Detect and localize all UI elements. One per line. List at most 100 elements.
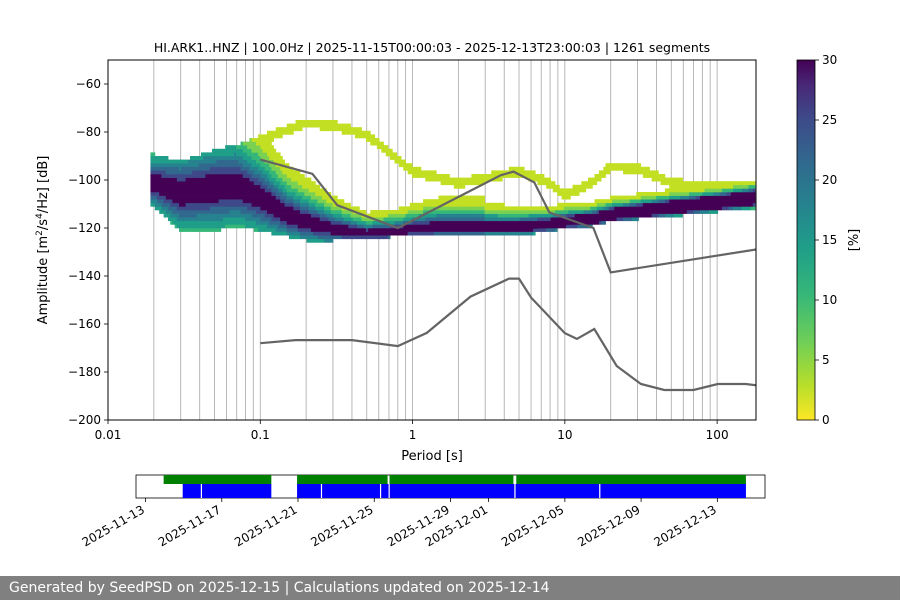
heatmap-cell (165, 192, 169, 196)
heatmap-cell (471, 210, 475, 214)
heatmap-cell (473, 199, 477, 204)
heatmap-cell (179, 184, 182, 189)
heatmap-cell (187, 213, 191, 218)
heatmap-cell (414, 220, 417, 225)
heatmap-cell (451, 217, 455, 222)
heatmap-cell (264, 181, 268, 186)
heatmap-cell (458, 220, 461, 225)
heatmap-cell (671, 181, 675, 186)
heatmap-cell (436, 231, 439, 236)
heatmap-cell (350, 224, 354, 229)
heatmap-cell (627, 206, 631, 211)
heatmap-cell (475, 174, 479, 178)
heatmap-cell (282, 184, 285, 189)
heatmap-cell (192, 170, 195, 175)
heatmap-cell (284, 202, 288, 207)
heatmap-cell (293, 170, 296, 175)
heatmap-cell (546, 213, 549, 218)
heatmap-cell (579, 210, 582, 214)
heatmap-cell (282, 195, 285, 200)
heatmap-cell (695, 188, 699, 193)
heatmap-cell (324, 192, 327, 196)
heatmap-cell (277, 195, 281, 200)
heatmap-cell (168, 195, 171, 200)
heatmap-cell (185, 184, 189, 189)
heatmap-cell (407, 228, 411, 232)
heatmap-cell (277, 199, 281, 204)
heatmap-cell (695, 181, 699, 186)
heatmap-cell (240, 177, 244, 182)
heatmap-cell (403, 166, 406, 171)
heatmap-cell (414, 213, 417, 218)
heatmap-cell (165, 184, 169, 189)
heatmap-cell (306, 192, 310, 196)
heatmap-cell (546, 181, 549, 186)
heatmap-cell (697, 210, 701, 214)
heatmap-cell (409, 228, 413, 232)
heatmap-cell (212, 156, 215, 160)
heatmap-cell (453, 220, 457, 225)
heatmap-cell (467, 202, 470, 207)
heatmap-cell (673, 181, 677, 186)
heatmap-cell (150, 199, 154, 204)
heatmap-cell (423, 220, 426, 225)
heatmap-cell (159, 184, 162, 189)
heatmap-cell (381, 228, 384, 232)
heatmap-cell (302, 228, 305, 232)
heatmap-cell (418, 231, 422, 236)
heatmap-cell (262, 217, 266, 222)
heatmap-cell (442, 217, 446, 222)
heatmap-cell (594, 213, 598, 218)
heatmap-cell (689, 184, 692, 189)
heatmap-cell (288, 123, 292, 128)
heatmap-cell (227, 199, 230, 204)
heatmap-cell (669, 177, 672, 182)
heatmap-cell (337, 228, 340, 232)
heatmap-cell (354, 213, 358, 218)
heatmap-cell (423, 206, 426, 211)
heatmap-cell (174, 170, 178, 175)
heatmap-cell (273, 159, 277, 164)
heatmap-cell (748, 202, 752, 207)
heatmap-cell (427, 220, 431, 225)
heatmap-cell (684, 202, 688, 207)
heatmap-cell (376, 213, 380, 218)
heatmap-cell (524, 228, 527, 232)
heatmap-cell (453, 177, 457, 182)
heatmap-cell (249, 170, 252, 175)
heatmap-cell (163, 163, 167, 168)
colorbar-tick-label: 5 (822, 353, 830, 367)
heatmap-cell (660, 213, 664, 218)
heatmap-cell (431, 210, 435, 214)
heatmap-cell (299, 217, 303, 222)
heatmap-cell (552, 220, 556, 225)
heatmap-cell (201, 166, 204, 171)
heatmap-cell (510, 166, 514, 171)
heatmap-cell (398, 231, 402, 236)
heatmap-cell (198, 188, 202, 193)
heatmap-cell (739, 184, 743, 189)
heatmap-cell (172, 192, 176, 196)
heatmap-cell (427, 228, 431, 232)
heatmap-cell (260, 220, 263, 225)
heatmap-cell (326, 213, 329, 218)
heatmap-cell (192, 184, 195, 189)
heatmap-cell (442, 213, 446, 218)
heatmap-cell (537, 210, 540, 214)
heatmap-cell (517, 174, 521, 178)
heatmap-cell (530, 170, 534, 175)
heatmap-cell (165, 156, 169, 160)
heatmap-cell (293, 206, 296, 211)
heatmap-cell (462, 202, 466, 207)
heatmap-cell (656, 177, 659, 182)
heatmap-cell (185, 174, 189, 178)
heatmap-cell (326, 238, 329, 243)
heatmap-cell (390, 148, 393, 153)
y-tick-label: −160 (68, 317, 101, 331)
heatmap-cell (275, 199, 279, 204)
heatmap-cell (304, 231, 307, 236)
heatmap-cell (260, 159, 263, 164)
heatmap-cell (412, 170, 415, 175)
heatmap-cell (519, 213, 523, 218)
heatmap-cell (583, 217, 587, 222)
